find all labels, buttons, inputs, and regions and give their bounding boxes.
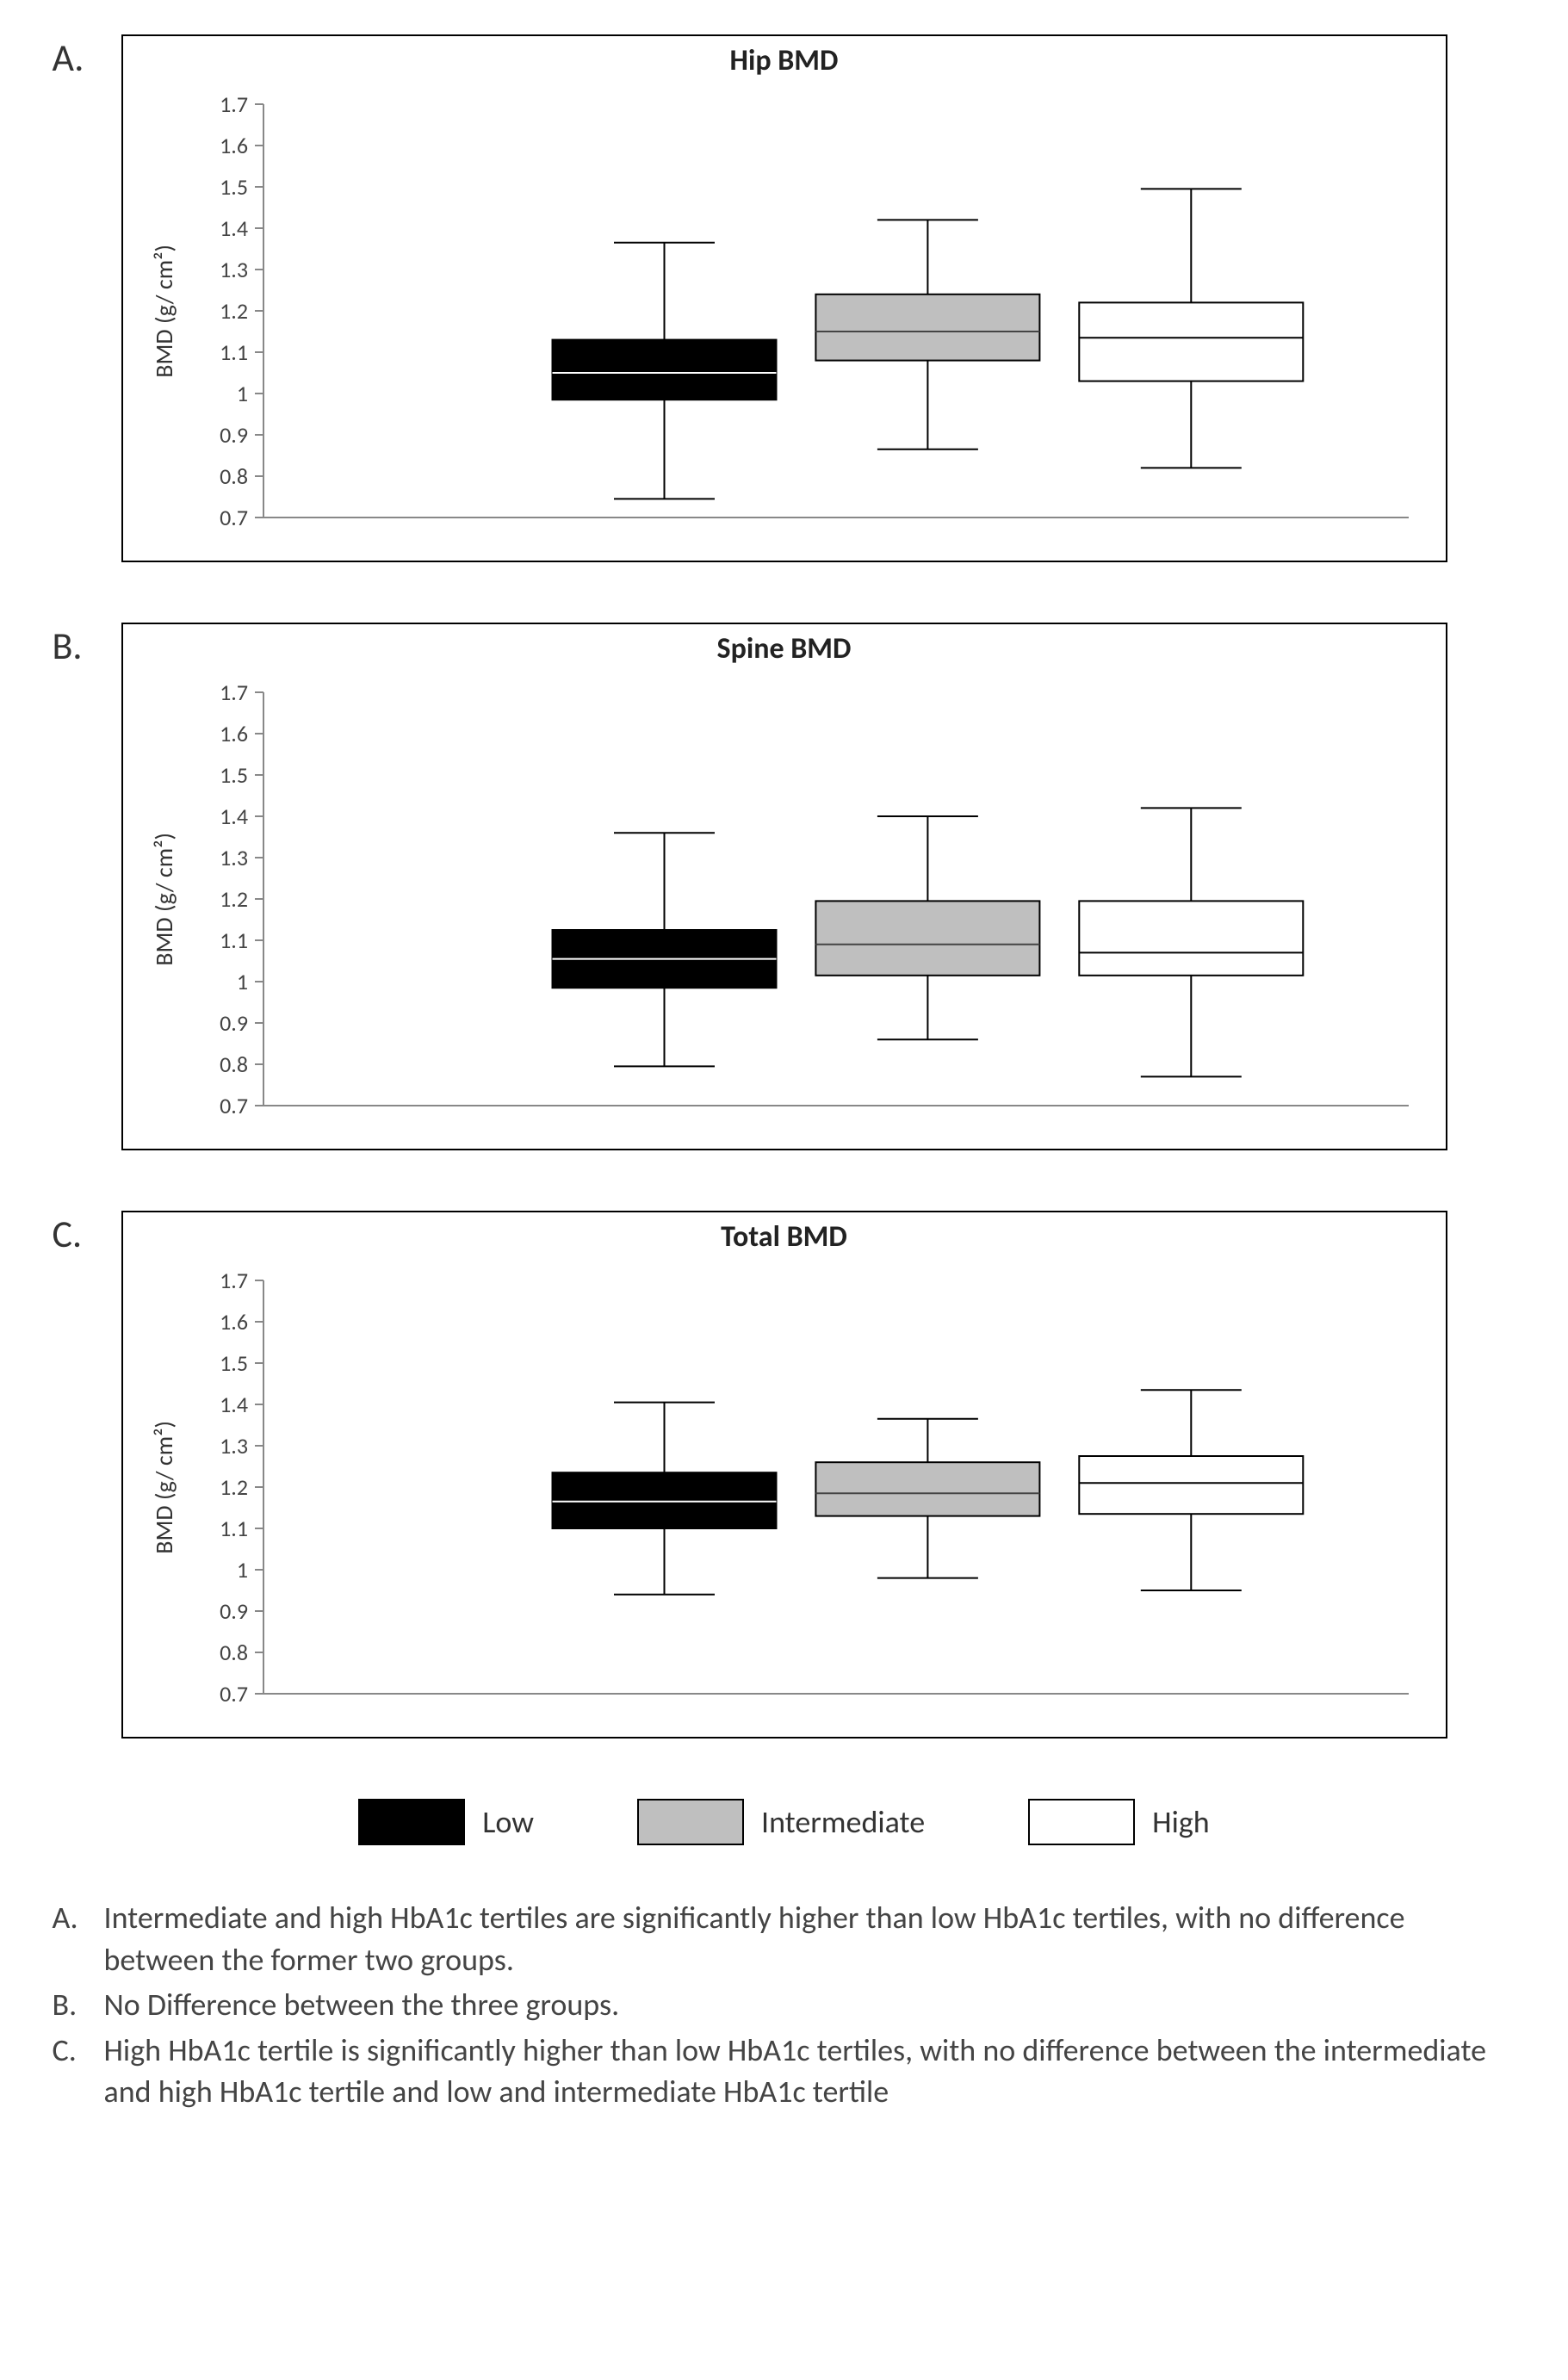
svg-text:0.7: 0.7 <box>220 504 248 531</box>
note-row: A.Intermediate and high HbA1c tertiles a… <box>53 1897 1516 1980</box>
svg-text:1.6: 1.6 <box>220 132 248 159</box>
legend-item: Intermediate <box>637 1799 925 1845</box>
note-text: Intermediate and high HbA1c tertiles are… <box>104 1897 1516 1980</box>
legend-swatch <box>358 1799 465 1845</box>
svg-text:1.3: 1.3 <box>220 1432 248 1460</box>
svg-text:0.8: 0.8 <box>220 1639 248 1666</box>
note-row: B.No Difference between the three groups… <box>53 1984 1516 2026</box>
legend-label: Intermediate <box>761 1803 925 1841</box>
legend-item: High <box>1028 1799 1210 1845</box>
box <box>1079 901 1303 975</box>
svg-text:1.4: 1.4 <box>220 1391 248 1418</box>
svg-text:1.7: 1.7 <box>220 90 248 118</box>
svg-text:0.9: 0.9 <box>220 1597 248 1625</box>
svg-text:1.6: 1.6 <box>220 1308 248 1336</box>
svg-text:1.2: 1.2 <box>220 1473 248 1501</box>
svg-text:1.1: 1.1 <box>220 338 248 366</box>
svg-text:1.1: 1.1 <box>220 927 248 954</box>
svg-text:1.4: 1.4 <box>220 803 248 830</box>
panel-label: C. <box>53 1211 121 1257</box>
svg-text:1.5: 1.5 <box>220 761 248 789</box>
figure-container: A. Hip BMD BMD (g/ cm²) 0.7 0.8 0.9 1 1.1 1.2 1.3… <box>53 34 1516 2113</box>
box <box>552 340 776 400</box>
note-label: B. <box>53 1984 104 2026</box>
panel-C: C. Total BMD BMD (g/ cm²) 0.7 0.8 0.9 1 1.1 1.2 1… <box>53 1211 1516 1739</box>
legend-item: Low <box>358 1799 534 1845</box>
svg-text:1.6: 1.6 <box>220 720 248 747</box>
legend-swatch <box>637 1799 744 1845</box>
svg-text:1: 1 <box>236 380 247 407</box>
svg-text:1.2: 1.2 <box>220 885 248 913</box>
legend: Low Intermediate High <box>53 1799 1516 1845</box>
svg-text:0.9: 0.9 <box>220 421 248 449</box>
svg-text:1.5: 1.5 <box>220 1349 248 1377</box>
svg-text:1.3: 1.3 <box>220 256 248 283</box>
box <box>1079 302 1303 381</box>
panel-A: A. Hip BMD BMD (g/ cm²) 0.7 0.8 0.9 1 1.1 1.2 1.3… <box>53 34 1516 562</box>
panel-label: A. <box>53 34 121 81</box>
panel-label: B. <box>53 623 121 669</box>
note-text: No Difference between the three groups. <box>104 1984 1516 2026</box>
svg-text:1.1: 1.1 <box>220 1515 248 1542</box>
chart-title: Hip BMD <box>149 43 1420 78</box>
svg-text:1.7: 1.7 <box>220 1267 248 1294</box>
svg-text:1.2: 1.2 <box>220 297 248 325</box>
box <box>815 294 1039 361</box>
svg-text:1.4: 1.4 <box>220 214 248 242</box>
chart-frame: Spine BMD BMD (g/ cm²) 0.7 0.8 0.9 1 1.1 1.2 1.3… <box>121 623 1447 1150</box>
box <box>815 901 1039 975</box>
legend-label: High <box>1152 1803 1210 1841</box>
chart-title: Total BMD <box>149 1219 1420 1255</box>
y-axis-label: BMD (g/ cm²) <box>149 245 179 378</box>
note-label: C. <box>53 2030 104 2113</box>
svg-text:0.7: 0.7 <box>220 1092 248 1119</box>
box <box>815 1462 1039 1515</box>
svg-text:1: 1 <box>236 1556 247 1584</box>
chart-frame: Hip BMD BMD (g/ cm²) 0.7 0.8 0.9 1 1.1 1.2 1.3 1.… <box>121 34 1447 562</box>
svg-text:1: 1 <box>236 968 247 995</box>
svg-text:0.8: 0.8 <box>220 1051 248 1078</box>
note-text: High HbA1c tertile is significantly high… <box>104 2030 1516 2113</box>
note-label: A. <box>53 1897 104 1980</box>
y-axis-label: BMD (g/ cm²) <box>149 833 179 966</box>
y-axis-label: BMD (g/ cm²) <box>149 1421 179 1554</box>
chart-title: Spine BMD <box>149 631 1420 666</box>
box <box>552 1472 776 1528</box>
boxplot-svg: 0.7 0.8 0.9 1 1.1 1.2 1.3 1.4 1.5 1.6 1.7 <box>186 675 1420 1123</box>
chart-frame: Total BMD BMD (g/ cm²) 0.7 0.8 0.9 1 1.1 1.2 1.3… <box>121 1211 1447 1739</box>
panel-B: B. Spine BMD BMD (g/ cm²) 0.7 0.8 0.9 1 1.1 1.2 1… <box>53 623 1516 1150</box>
svg-text:1.5: 1.5 <box>220 173 248 201</box>
svg-text:1.3: 1.3 <box>220 844 248 871</box>
figure-notes: A.Intermediate and high HbA1c tertiles a… <box>53 1897 1516 2113</box>
svg-text:0.9: 0.9 <box>220 1009 248 1037</box>
svg-text:0.7: 0.7 <box>220 1680 248 1708</box>
legend-label: Low <box>482 1803 534 1841</box>
legend-swatch <box>1028 1799 1135 1845</box>
svg-text:1.7: 1.7 <box>220 679 248 706</box>
boxplot-svg: 0.7 0.8 0.9 1 1.1 1.2 1.3 1.4 1.5 1.6 1.7 <box>186 87 1420 535</box>
boxplot-svg: 0.7 0.8 0.9 1 1.1 1.2 1.3 1.4 1.5 1.6 1.7 <box>186 1263 1420 1711</box>
box <box>1079 1456 1303 1514</box>
svg-text:0.8: 0.8 <box>220 462 248 490</box>
note-row: C.High HbA1c tertile is significantly hi… <box>53 2030 1516 2113</box>
